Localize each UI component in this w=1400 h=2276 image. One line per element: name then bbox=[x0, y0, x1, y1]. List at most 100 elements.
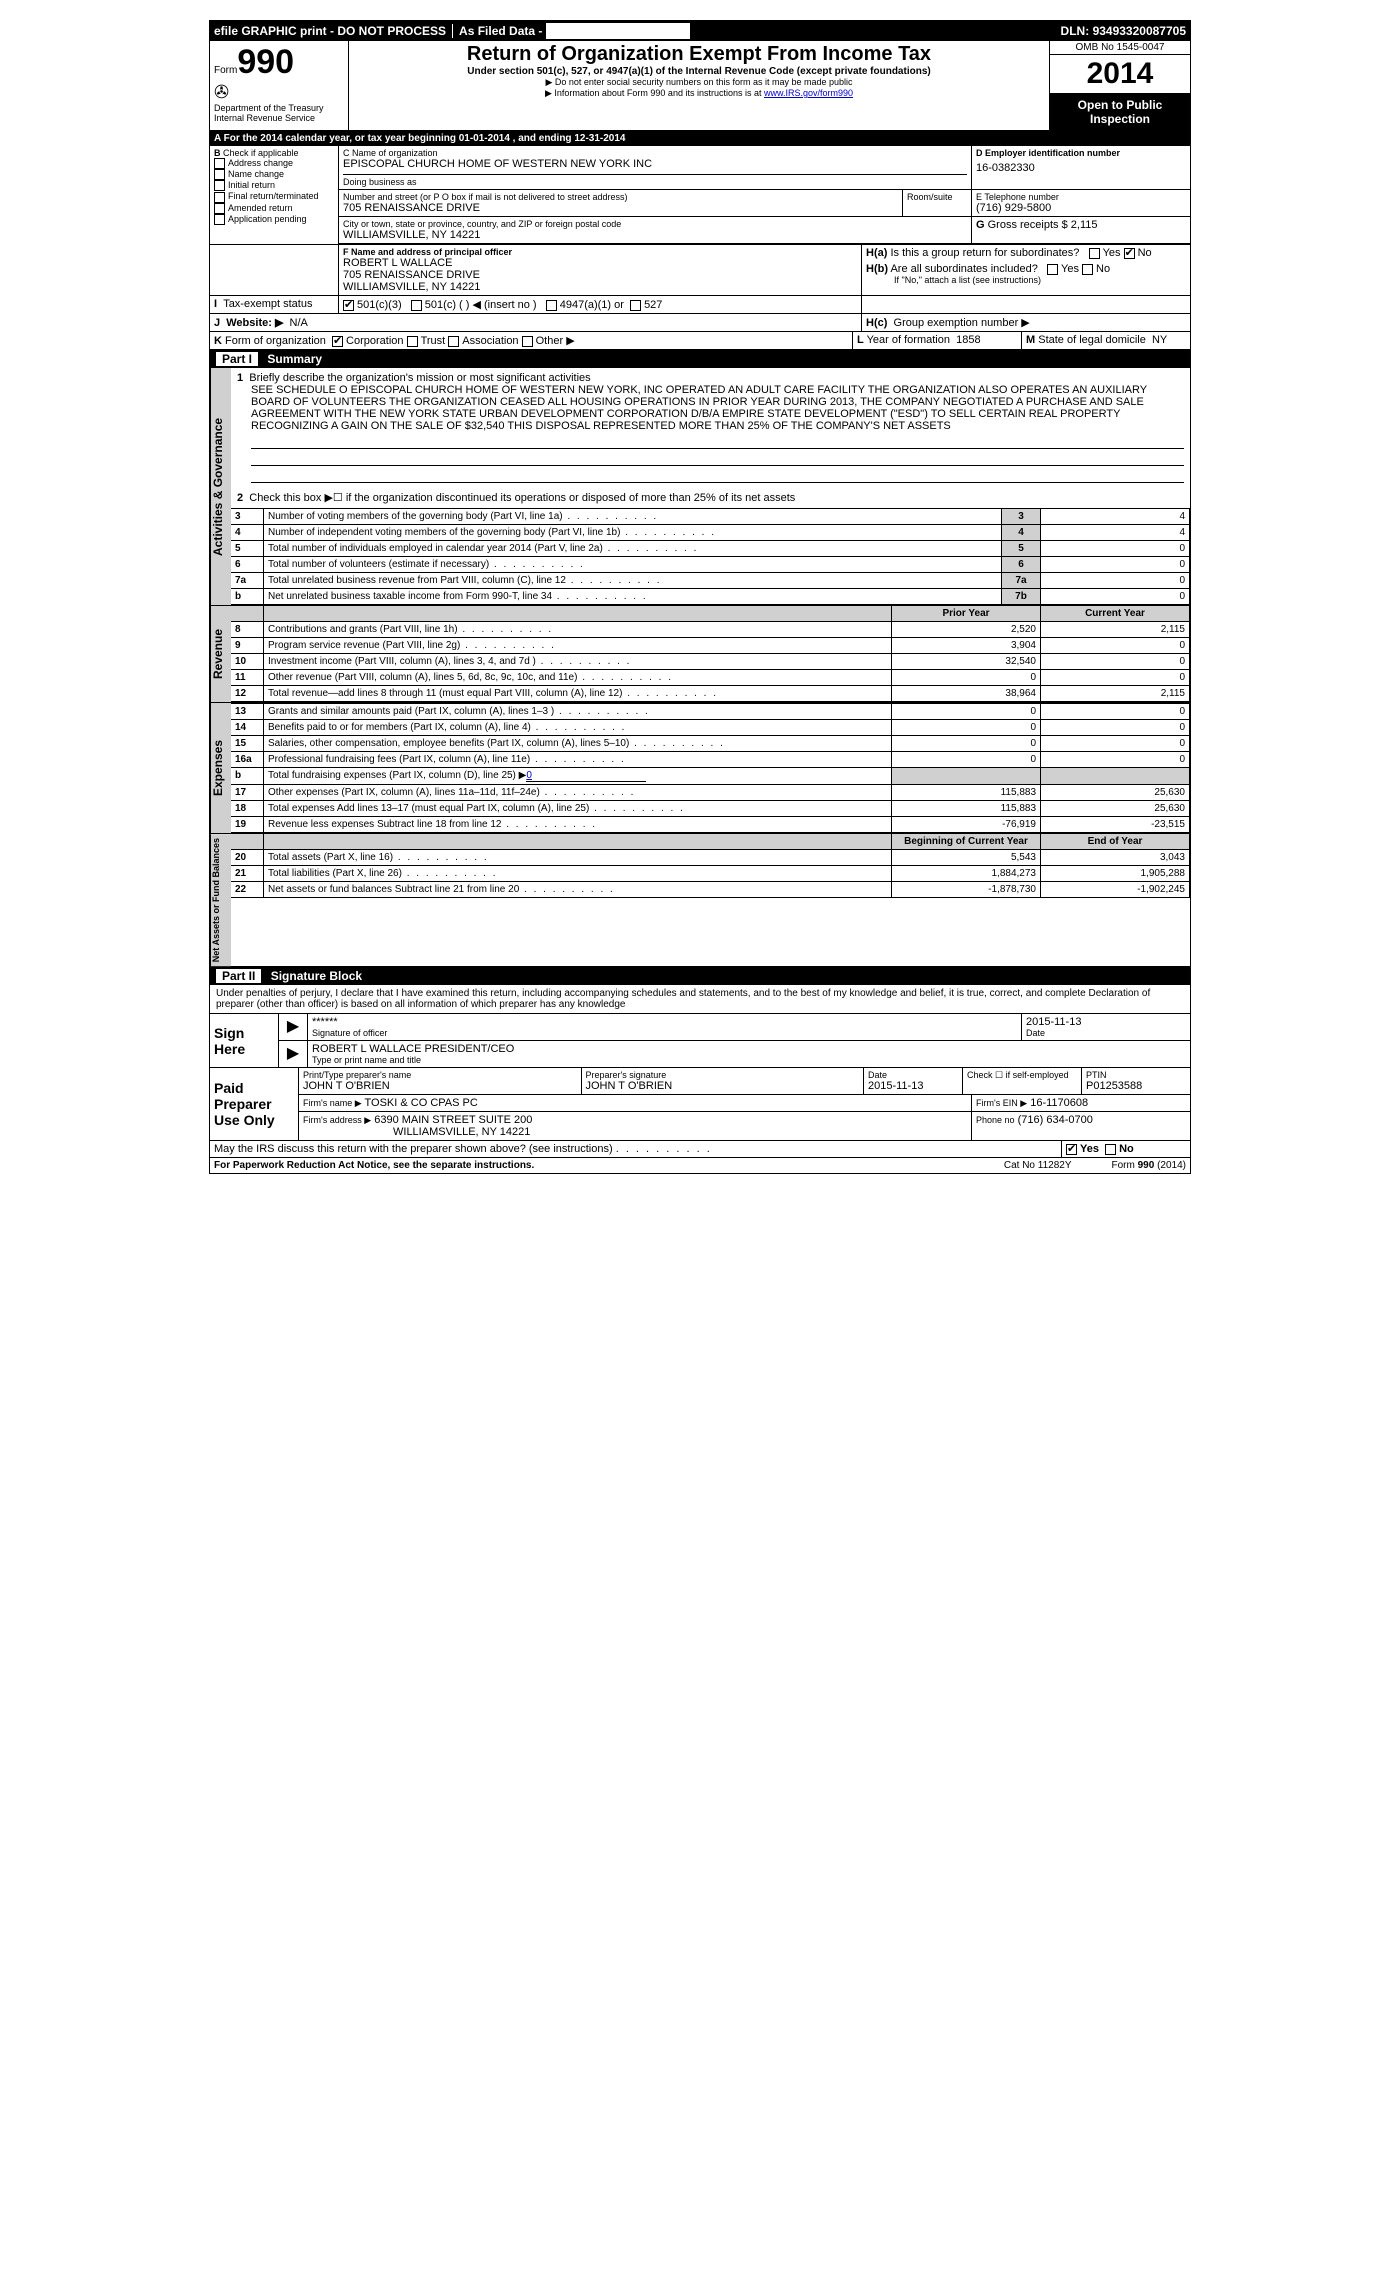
firm-phone: (716) 634-0700 bbox=[1018, 1114, 1093, 1126]
asfiled-input[interactable] bbox=[546, 23, 690, 39]
form-ref: Form 990 (2014) bbox=[1112, 1160, 1186, 1171]
lbl-name-change: Name change bbox=[228, 169, 284, 179]
prep-self-employed: Check ☐ if self-employed bbox=[963, 1068, 1082, 1094]
f-label: F Name and address of principal officer bbox=[343, 247, 857, 257]
table-row: 12 Total revenue—add lines 8 through 11 … bbox=[231, 686, 1190, 702]
irs-label: Internal Revenue Service bbox=[214, 113, 344, 123]
hb-label: H(b) bbox=[866, 263, 888, 275]
chk-discuss-no[interactable] bbox=[1105, 1144, 1116, 1155]
org-name: EPISCOPAL CHURCH HOME OF WESTERN NEW YOR… bbox=[343, 158, 967, 170]
activities-governance: Activities & Governance 1 Briefly descri… bbox=[210, 368, 1190, 606]
note-info: ▶ Information about Form 990 and its ins… bbox=[355, 88, 1043, 99]
lbl-initial-return: Initial return bbox=[228, 180, 275, 190]
chk-amended-return[interactable] bbox=[214, 203, 225, 214]
opt-527: 527 bbox=[644, 299, 662, 311]
b-check-label: Check if applicable bbox=[223, 148, 299, 158]
firm-ein: 16-1170608 bbox=[1030, 1097, 1088, 1109]
chk-ha-yes[interactable] bbox=[1089, 248, 1100, 259]
line-k: K Form of organization Corporation Trust… bbox=[210, 332, 1190, 350]
table-row: 6 Total number of volunteers (estimate i… bbox=[231, 557, 1190, 573]
chk-address-change[interactable] bbox=[214, 158, 225, 169]
form-label: Form bbox=[214, 65, 237, 76]
part-ii-title: Signature Block bbox=[271, 969, 362, 983]
opt-501c: 501(c) ( ) ◀ (insert no ) bbox=[425, 299, 537, 311]
table-row: 22 Net assets or fund balances Subtract … bbox=[231, 882, 1190, 898]
k-text: Form of organization bbox=[225, 335, 326, 347]
omb-number: OMB No 1545-0047 bbox=[1050, 41, 1190, 55]
prep-date: 2015-11-13 bbox=[868, 1080, 958, 1092]
chk-4947[interactable] bbox=[546, 300, 557, 311]
gross-receipts: 2,115 bbox=[1071, 219, 1098, 231]
discuss-yes: Yes bbox=[1080, 1143, 1099, 1155]
lbl-no2: No bbox=[1096, 263, 1110, 275]
addr-value: 705 RENAISSANCE DRIVE bbox=[343, 202, 898, 214]
table-row: 9 Program service revenue (Part VIII, li… bbox=[231, 638, 1190, 654]
table-row: 5 Total number of individuals employed i… bbox=[231, 541, 1190, 557]
chk-final-return[interactable] bbox=[214, 192, 225, 203]
chk-hb-no[interactable] bbox=[1082, 264, 1093, 275]
room-label: Room/suite bbox=[903, 190, 972, 216]
officer-name-title: ROBERT L WALLACE PRESIDENT/CEO bbox=[312, 1043, 1186, 1055]
chk-initial-return[interactable] bbox=[214, 180, 225, 191]
irs-link[interactable]: www.IRS.gov/form990 bbox=[764, 88, 853, 98]
part-i-label: Part I bbox=[216, 352, 258, 366]
d-label: D Employer identification number bbox=[976, 148, 1186, 158]
b-label: B bbox=[214, 148, 221, 158]
chk-corp[interactable] bbox=[332, 336, 343, 347]
table-row: 3 Number of voting members of the govern… bbox=[231, 509, 1190, 525]
m-text: State of legal domicile bbox=[1038, 334, 1146, 346]
chk-application-pending[interactable] bbox=[214, 214, 225, 225]
prep-name-label: Print/Type preparer's name bbox=[303, 1070, 577, 1080]
sig-officer-label: Signature of officer bbox=[312, 1028, 1017, 1038]
firm-city: WILLIAMSVILLE, NY 14221 bbox=[393, 1126, 967, 1138]
officer-type-label: Type or print name and title bbox=[312, 1055, 1186, 1065]
part-i-title: Summary bbox=[267, 352, 322, 366]
vert-expenses: Expenses bbox=[210, 703, 231, 833]
table-row: 17 Other expenses (Part IX, column (A), … bbox=[231, 785, 1190, 801]
phone-value: (716) 929-5800 bbox=[976, 202, 1186, 214]
dept-treasury: Department of the Treasury bbox=[214, 103, 344, 113]
table-row: 8 Contributions and grants (Part VIII, l… bbox=[231, 622, 1190, 638]
opt-trust: Trust bbox=[421, 335, 446, 347]
discuss-text: May the IRS discuss this return with the… bbox=[214, 1143, 613, 1155]
chk-trust[interactable] bbox=[407, 336, 418, 347]
firm-ein-label: Firm's EIN ▶ bbox=[976, 1098, 1027, 1108]
chk-527[interactable] bbox=[630, 300, 641, 311]
table-row: 11 Other revenue (Part VIII, column (A),… bbox=[231, 670, 1190, 686]
chk-ha-no[interactable] bbox=[1124, 248, 1135, 259]
ein-value: 16-0382330 bbox=[976, 162, 1186, 174]
officer-addr1: 705 RENAISSANCE DRIVE bbox=[343, 269, 857, 281]
m-label: M bbox=[1026, 334, 1035, 346]
table-row: b Net unrelated business taxable income … bbox=[231, 589, 1190, 605]
lbl-amended-return: Amended return bbox=[228, 203, 293, 213]
form-subtitle: Under section 501(c), 527, or 4947(a)(1)… bbox=[355, 66, 1043, 77]
form-title: Return of Organization Exempt From Incom… bbox=[355, 43, 1043, 66]
opt-501c3: 501(c)(3) bbox=[357, 299, 402, 311]
year-formation: 1858 bbox=[956, 334, 980, 346]
table-row: 14 Benefits paid to or for members (Part… bbox=[231, 720, 1190, 736]
dln-value: 93493320087705 bbox=[1093, 24, 1186, 38]
chk-assoc[interactable] bbox=[448, 336, 459, 347]
chk-hb-yes[interactable] bbox=[1047, 264, 1058, 275]
chk-501c3[interactable] bbox=[343, 300, 354, 311]
chk-501c[interactable] bbox=[411, 300, 422, 311]
hb-note: If "No," attach a list (see instructions… bbox=[894, 275, 1186, 285]
hb-text: Are all subordinates included? bbox=[890, 263, 1037, 275]
firm-name-label: Firm's name ▶ bbox=[303, 1098, 362, 1108]
opt-assoc: Association bbox=[462, 335, 518, 347]
vert-revenue: Revenue bbox=[210, 606, 231, 702]
vert-net-assets: Net Assets or Fund Balances bbox=[210, 834, 231, 966]
boy-hdr: Beginning of Current Year bbox=[892, 834, 1041, 850]
org-info-block: B Check if applicable Address change Nam… bbox=[210, 146, 1190, 245]
chk-discuss-yes[interactable] bbox=[1066, 1144, 1077, 1155]
ha-label: H(a) bbox=[866, 247, 887, 259]
chk-name-change[interactable] bbox=[214, 169, 225, 180]
form-number: 990 bbox=[237, 43, 294, 81]
line-a: A For the 2014 calendar year, or tax yea… bbox=[210, 131, 1190, 146]
asfiled-label: As Filed Data - bbox=[459, 24, 542, 38]
chk-other[interactable] bbox=[522, 336, 533, 347]
pra-notice: For Paperwork Reduction Act Notice, see … bbox=[214, 1160, 534, 1171]
l-text: Year of formation bbox=[867, 334, 950, 346]
eoy-hdr: End of Year bbox=[1041, 834, 1190, 850]
table-row: 18 Total expenses Add lines 13–17 (must … bbox=[231, 801, 1190, 817]
